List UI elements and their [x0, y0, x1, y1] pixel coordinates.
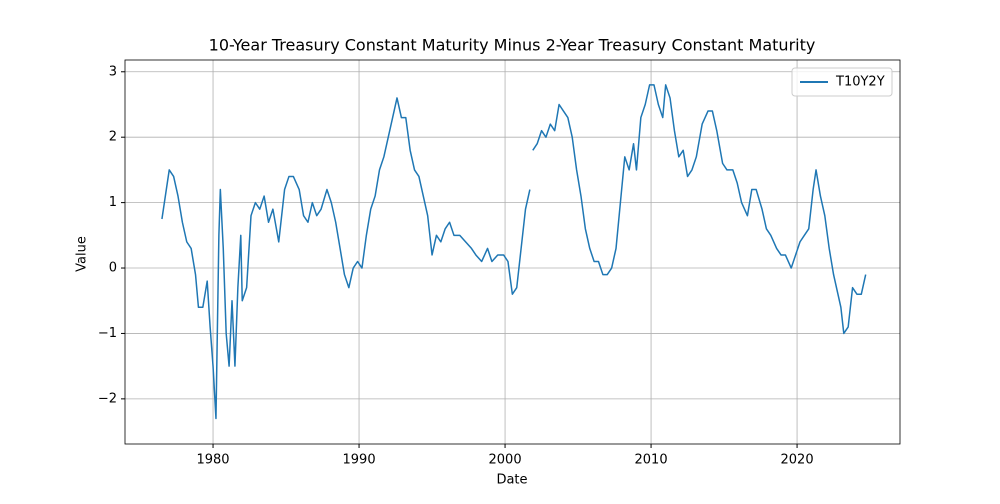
y-tick-label: 0	[109, 261, 117, 276]
y-tick-label: −2	[98, 391, 117, 406]
legend: T10Y2Y	[791, 67, 893, 97]
y-tick-label: 1	[109, 195, 117, 210]
plot-frame	[124, 59, 901, 445]
legend-label: T10Y2Y	[835, 75, 885, 90]
y-tick-label: 3	[109, 64, 117, 79]
x-tick-label: 2010	[635, 453, 668, 468]
y-tick-label: −1	[98, 326, 117, 341]
y-axis-label: Value	[75, 236, 90, 272]
legend-box	[791, 67, 893, 97]
x-axis-label: Date	[496, 473, 527, 488]
x-tick-label: 1980	[196, 453, 229, 468]
x-tick-label: 1990	[343, 453, 376, 468]
series-line	[161, 84, 867, 420]
chart-title: 10-Year Treasury Constant Maturity Minus…	[209, 36, 816, 55]
x-tick-label: 2020	[781, 453, 814, 468]
x-tick-label: 2000	[489, 453, 522, 468]
y-tick-label: 2	[109, 130, 117, 145]
